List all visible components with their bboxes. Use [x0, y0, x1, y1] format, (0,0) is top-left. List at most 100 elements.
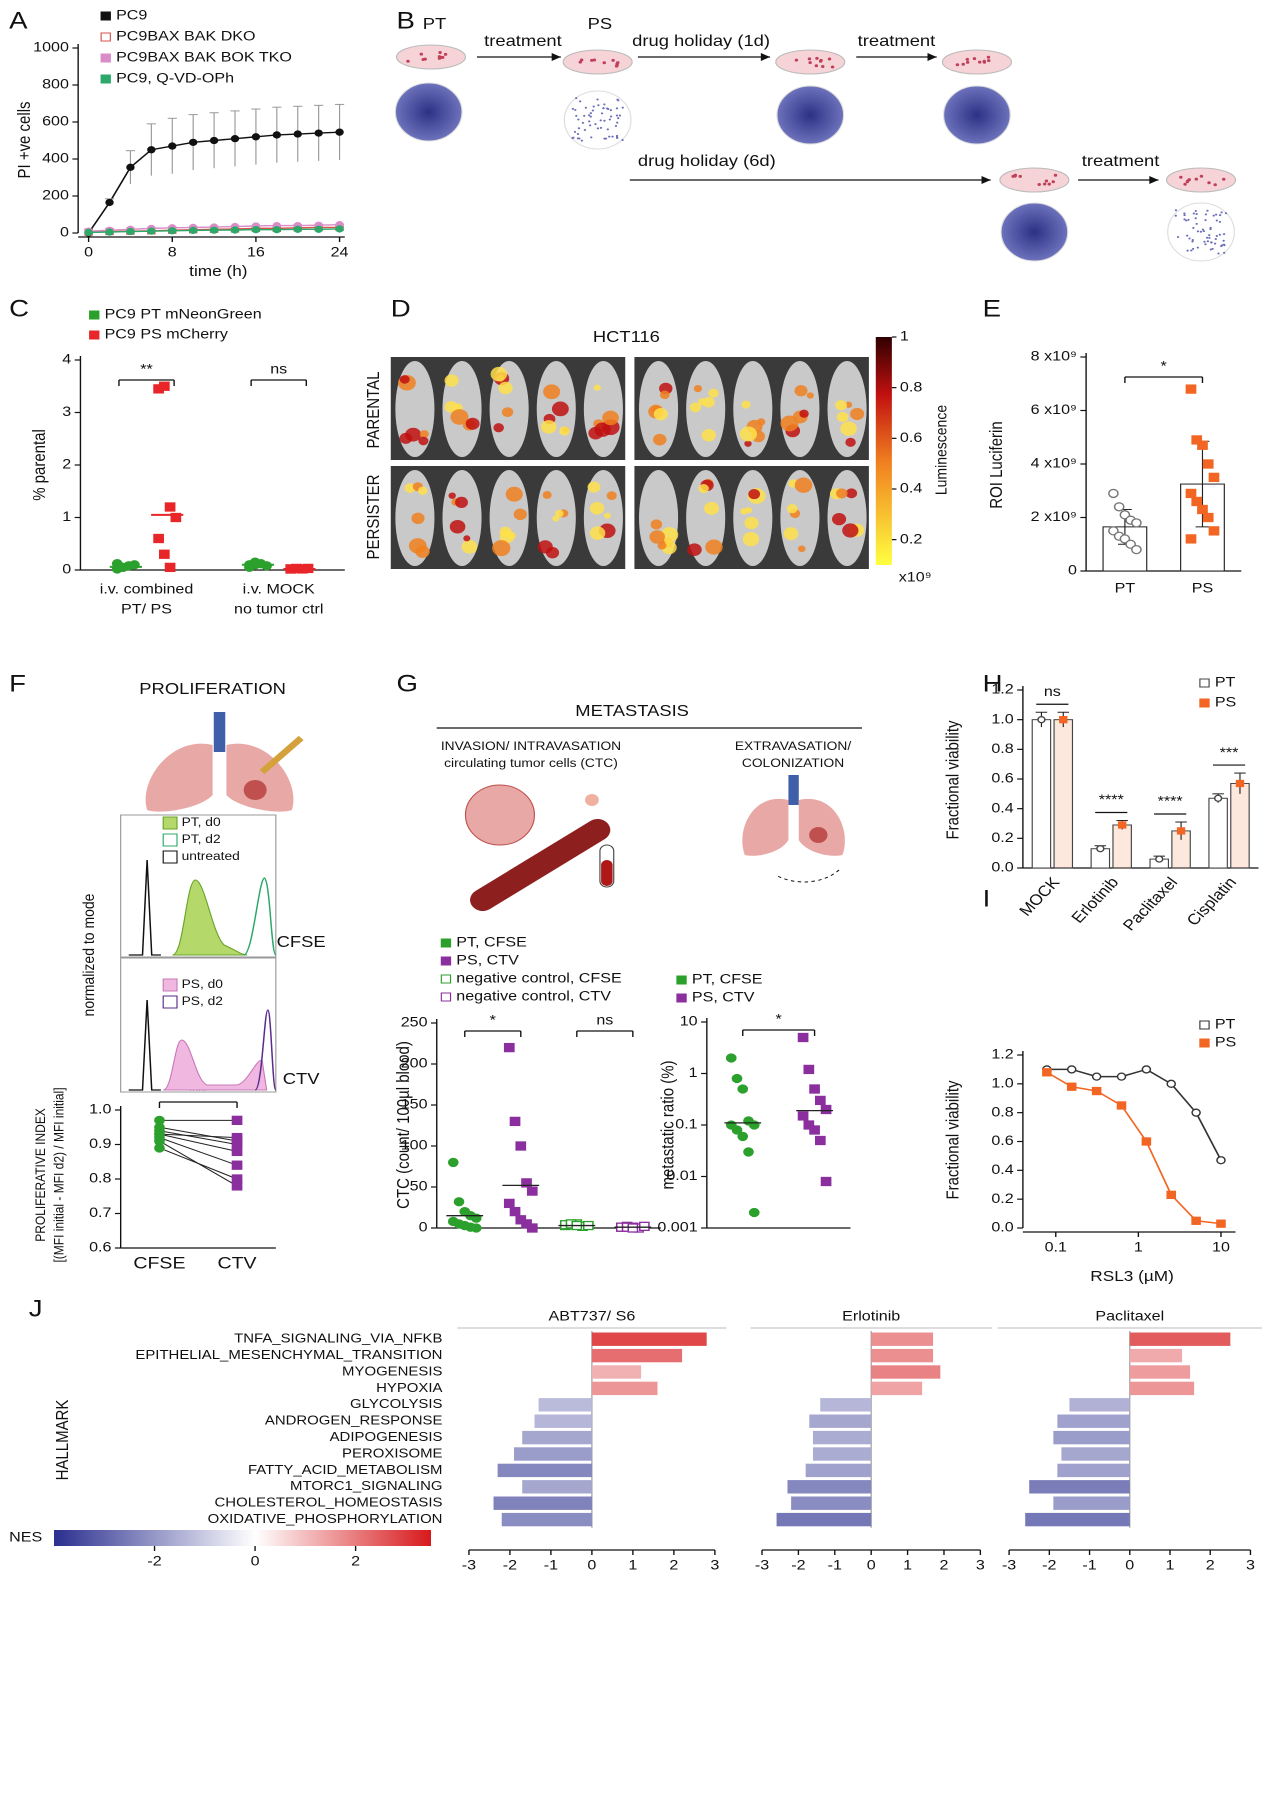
- data-point: [1116, 1072, 1127, 1081]
- legend-label: negative control, CTV: [456, 989, 611, 1005]
- significance-label: ****: [1099, 792, 1124, 808]
- colony: [608, 118, 611, 121]
- legend-label: PC9BAX BAK BOK TKO: [116, 50, 292, 66]
- y-tick-label: 50: [410, 1179, 428, 1195]
- x-tick-label: -1: [1082, 1558, 1096, 1574]
- signal: [740, 508, 748, 515]
- data-point: [1117, 821, 1127, 829]
- y-tick-label: 0.0: [991, 1220, 1013, 1236]
- y-tick-label: 1000: [33, 40, 69, 56]
- bar: [1129, 1332, 1231, 1346]
- x-tick-label: -2: [791, 1558, 805, 1574]
- significance-label: ns: [1044, 684, 1061, 700]
- data-point: [627, 1223, 639, 1233]
- colony: [1204, 243, 1207, 246]
- data-point: [1141, 1065, 1152, 1074]
- cell: [614, 64, 619, 68]
- colony: [1204, 213, 1208, 216]
- colony: [615, 107, 619, 110]
- data-point: [1216, 1156, 1226, 1165]
- y-tick-label: 800: [42, 77, 69, 93]
- dish: [395, 44, 467, 70]
- cell: [961, 62, 965, 66]
- cell: [1051, 180, 1055, 184]
- colony: [589, 115, 592, 118]
- signal: [551, 401, 569, 417]
- colony: [1196, 246, 1199, 249]
- data-point: [820, 1176, 832, 1187]
- x-axis-label: time (h): [189, 263, 247, 280]
- signal: [794, 477, 813, 493]
- data-point: [503, 1198, 515, 1209]
- data-point: [153, 533, 164, 544]
- y-tick-label: 0.1: [675, 1117, 697, 1133]
- data-point: [1235, 779, 1245, 788]
- data-point: [126, 163, 135, 171]
- signal: [660, 527, 679, 543]
- colony: [600, 112, 604, 115]
- signal: [404, 483, 416, 493]
- signal: [836, 488, 848, 499]
- signal: [501, 407, 514, 418]
- y-tick-label: 0.4: [991, 800, 1013, 816]
- y-tick-label: 0.01: [666, 1168, 697, 1184]
- colony: [616, 98, 619, 101]
- cell: [978, 60, 982, 64]
- signal: [650, 519, 663, 530]
- category-label: MYOGENESIS: [342, 1363, 442, 1378]
- well: [563, 90, 632, 150]
- section-label: COLONIZATION: [742, 756, 844, 770]
- legend-swatch: [440, 974, 452, 984]
- vessel: [470, 819, 611, 911]
- panel-title: METASTASIS: [575, 701, 689, 720]
- legend-label: PT, CFSE: [692, 972, 763, 988]
- legend-swatch: [1199, 1038, 1210, 1048]
- bar: [591, 1332, 707, 1346]
- signal: [493, 423, 504, 433]
- signal: [687, 543, 702, 557]
- legend-label: PC9BAX BAK DKO: [116, 29, 255, 45]
- legend-swatch: [1199, 698, 1210, 708]
- x-tick-label: 16: [247, 245, 265, 261]
- data-point: [1059, 716, 1068, 724]
- bar: [591, 1365, 642, 1379]
- data-point: [809, 1084, 820, 1094]
- colony: [578, 100, 582, 103]
- row-label: PERSISTER: [364, 475, 383, 560]
- colony: [584, 106, 587, 109]
- y-tick-label: 100: [401, 1138, 428, 1154]
- x-tick-label: 10: [1212, 1240, 1230, 1256]
- colony: [587, 114, 591, 117]
- signal: [835, 400, 848, 411]
- bar: [1069, 1398, 1130, 1412]
- signal: [463, 535, 471, 542]
- legend-label: PS: [1215, 695, 1236, 711]
- signal: [701, 429, 716, 442]
- mouse: [583, 361, 623, 457]
- signal: [850, 407, 865, 421]
- cell: [1042, 182, 1047, 186]
- data-point: [1091, 1086, 1102, 1096]
- bar: [1053, 719, 1074, 869]
- colony: [597, 104, 600, 107]
- y-tick-label: 0.0: [991, 860, 1013, 876]
- category-label: TNFA_SIGNALING_VIA_NFKB: [234, 1331, 442, 1346]
- panel-label: G: [397, 671, 418, 697]
- signal: [653, 407, 668, 421]
- y-axis-label: Fractional viability: [944, 720, 963, 840]
- signal: [705, 539, 723, 555]
- category-label: OXIDATIVE_PHOSPHORYLATION: [208, 1511, 443, 1526]
- colony: [596, 127, 600, 130]
- data-point: [1166, 1190, 1177, 1199]
- category-label: i.v. combined: [100, 582, 194, 598]
- y-axis-label: PI +ve cells: [15, 101, 34, 178]
- data-point: [170, 512, 182, 523]
- data-point: [126, 227, 135, 236]
- cell: [590, 58, 594, 62]
- data-point: [731, 1073, 743, 1084]
- x-tick-label: -2: [503, 1558, 517, 1574]
- signal: [842, 523, 859, 538]
- signal: [593, 384, 601, 391]
- colony: [1174, 209, 1178, 212]
- label: PS: [588, 14, 613, 33]
